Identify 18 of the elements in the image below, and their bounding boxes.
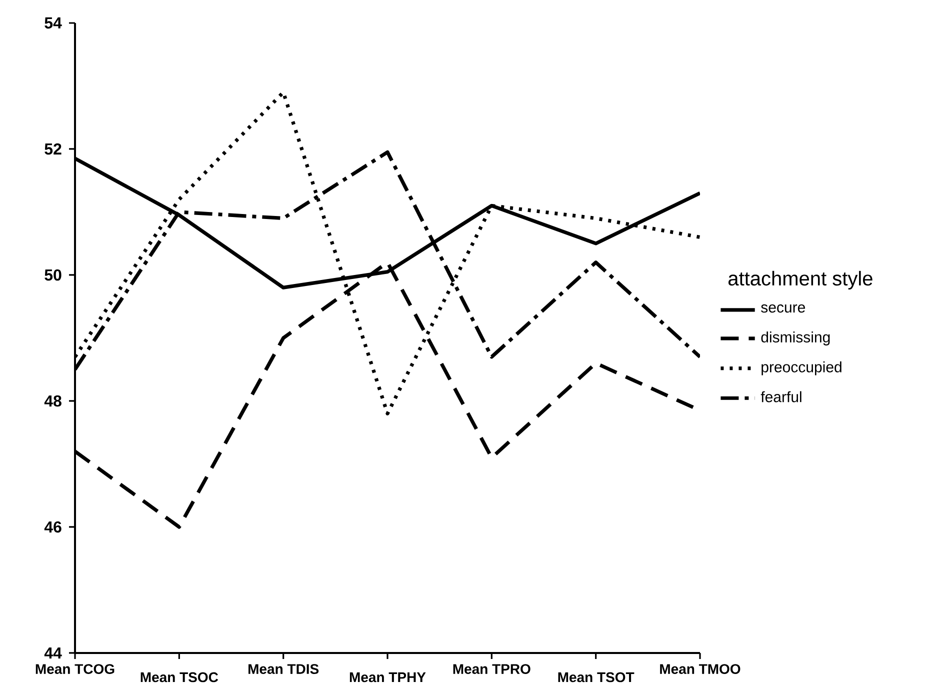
legend-title: attachment style xyxy=(728,270,872,290)
y-tick-label: 48 xyxy=(44,395,62,407)
y-tick-label: 44 xyxy=(44,647,62,658)
legend-label: secure xyxy=(761,304,806,313)
y-tick-label: 54 xyxy=(44,17,62,29)
x-tick-label: Mean TSOT xyxy=(558,672,634,682)
y-tick-label: 46 xyxy=(44,521,62,533)
y-tick-label: 50 xyxy=(44,269,62,281)
x-tick-label: Mean TSOC xyxy=(140,672,218,682)
legend-label: preoccupied xyxy=(762,361,842,376)
x-tick-label: Mean TPHY xyxy=(350,672,426,682)
x-tick-label: Mean TMOO xyxy=(660,664,740,674)
legend-label: dismissing xyxy=(761,331,830,346)
x-tick-label: Mean TDIS xyxy=(248,664,319,674)
legend-label: fearful xyxy=(760,391,802,402)
y-tick-label: 52 xyxy=(44,143,62,155)
x-tick-label: Mean TCOG xyxy=(36,664,114,674)
x-tick-label: Mean TPRO xyxy=(453,664,530,674)
